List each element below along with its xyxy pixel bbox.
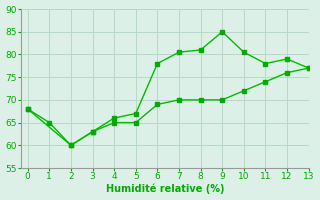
X-axis label: Humidité relative (%): Humidité relative (%): [106, 184, 224, 194]
